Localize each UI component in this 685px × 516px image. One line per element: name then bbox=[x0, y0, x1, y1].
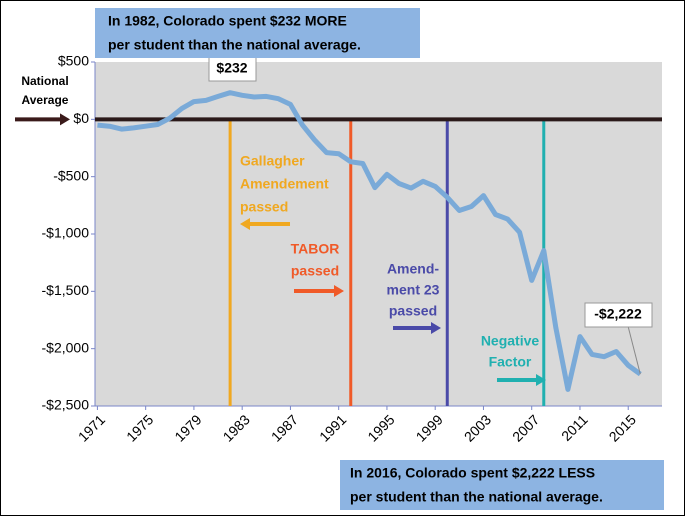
value-label: $232 bbox=[216, 60, 247, 76]
event-label: passed bbox=[291, 263, 339, 279]
reference-label: Average bbox=[22, 93, 69, 107]
event-label: Negative bbox=[481, 333, 540, 349]
y-tick-label: -$2,500 bbox=[42, 397, 90, 413]
reference-label: National bbox=[21, 74, 68, 88]
y-tick-label: -$1,500 bbox=[42, 282, 90, 298]
y-tick-label: $500 bbox=[58, 53, 89, 69]
event-label: Gallagher bbox=[240, 153, 305, 169]
event-label: passed bbox=[240, 199, 288, 215]
note-box bbox=[340, 460, 664, 510]
leader-line bbox=[627, 325, 641, 375]
event-label: Amend- bbox=[387, 261, 439, 277]
data-line bbox=[97, 90, 642, 392]
y-tick-label: $0 bbox=[73, 110, 89, 126]
event-label: passed bbox=[389, 303, 437, 319]
event-label: ment 23 bbox=[387, 282, 440, 298]
event-label: TABOR bbox=[291, 241, 340, 257]
note: In 1982, Colorado spent $232 MORE bbox=[108, 13, 347, 29]
arrow-head bbox=[431, 322, 441, 334]
y-tick-label: -$500 bbox=[53, 167, 89, 183]
note-box bbox=[95, 8, 420, 58]
arrow-head bbox=[334, 285, 344, 297]
value-label: -$2,222 bbox=[594, 306, 642, 322]
event-label: Amendement bbox=[240, 176, 329, 192]
arrow-head bbox=[240, 218, 250, 230]
value-label-box bbox=[584, 302, 653, 328]
note: per student than the national average. bbox=[108, 37, 361, 53]
y-tick-label: -$2,000 bbox=[42, 339, 90, 355]
y-tick-label: -$1,000 bbox=[42, 225, 90, 241]
note: In 2016, Colorado spent $2,222 LESS bbox=[350, 465, 595, 481]
event-label: Factor bbox=[489, 354, 532, 370]
note: per student than the national average. bbox=[350, 489, 603, 505]
arrow-head bbox=[536, 374, 546, 386]
arrow-head bbox=[60, 113, 70, 126]
